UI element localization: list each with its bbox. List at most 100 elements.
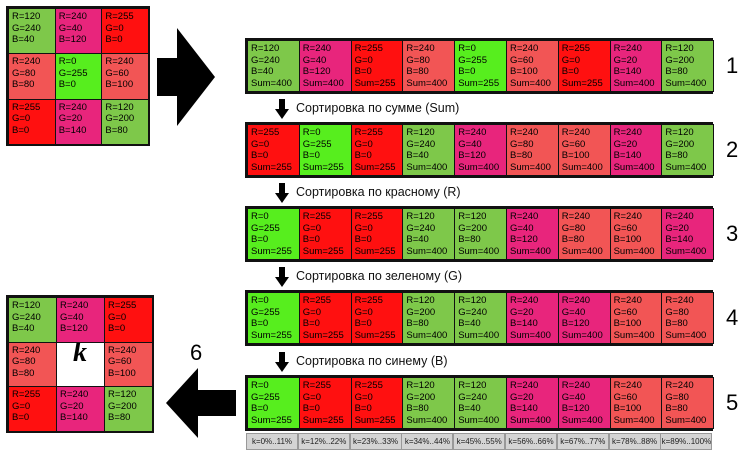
cell-line: B=0	[354, 234, 372, 245]
cell-line: B=140	[58, 124, 87, 136]
result-cell: R=240 G=60 B=100	[104, 341, 153, 388]
cell-line: B=80	[108, 412, 131, 424]
cell-line: R=255	[561, 43, 591, 54]
row-cell: R=240 G=60 B=100 Sum=400	[609, 292, 663, 344]
cell-line: Sum=400	[665, 329, 707, 341]
cell-line: B=80	[12, 79, 35, 91]
cell-line: G=240	[406, 222, 436, 234]
row-cell: R=0 G=255 B=0 Sum=255	[247, 292, 300, 344]
cell-line: R=255	[302, 295, 332, 306]
cell-line: G=20	[613, 138, 638, 150]
cell-line: G=200	[105, 113, 135, 125]
row-cell: R=240 G=20 B=140 Sum=400	[609, 40, 663, 92]
cell-line: Sum=400	[510, 329, 551, 341]
cell-line: B=100	[613, 318, 642, 329]
cell-line: R=255	[302, 380, 332, 391]
cell-line: R=240	[105, 56, 134, 68]
cell-line: G=200	[108, 400, 137, 412]
cell-line: Sum=400	[406, 77, 448, 89]
cell-line: G=200	[458, 222, 487, 234]
cell-line: G=255	[251, 391, 280, 403]
row-cell: R=240 G=80 B=80 Sum=400	[506, 124, 559, 176]
cell-line: B=140	[510, 318, 538, 329]
cell-line: R=240	[613, 127, 642, 138]
cell-line: G=20	[58, 113, 83, 125]
cell-line: B=0	[354, 66, 372, 77]
cell-line: Sum=400	[613, 329, 655, 341]
cell-line: B=80	[665, 403, 688, 414]
cell-line: B=0	[302, 318, 320, 329]
row-cell: R=120 G=240 B=40 Sum=400	[247, 40, 300, 92]
cell-line: G=240	[458, 391, 487, 403]
row-cell: R=240 G=80 B=80 Sum=400	[661, 292, 715, 344]
row-cell: R=120 G=240 B=40 Sum=400	[402, 124, 456, 176]
cell-line: R=240	[12, 56, 41, 68]
cell-line: R=240	[613, 43, 642, 54]
cell-line: R=255	[12, 101, 41, 113]
cell-line: Sum=400	[458, 245, 500, 257]
row-cell: R=240 G=20 B=140 Sum=400	[506, 292, 559, 344]
cell-line: Sum=255	[302, 245, 344, 257]
cell-line: Sum=255	[251, 414, 292, 426]
cell-line: G=60	[613, 391, 638, 403]
cell-line: Sum=255	[458, 77, 500, 89]
cell-line: R=240	[510, 211, 539, 222]
arrow-left-icon	[166, 368, 236, 438]
row-cell: R=255 G=0 B=0 Sum=255	[350, 377, 404, 429]
row-number: 5	[726, 390, 739, 415]
cell-line: R=240	[665, 380, 694, 391]
cell-line: G=0	[354, 54, 373, 66]
cell-line: B=0	[302, 403, 320, 414]
cell-line: B=100	[510, 66, 538, 77]
cell-line: G=0	[105, 22, 124, 34]
row-cell: R=240 G=60 B=100 Sum=400	[557, 124, 611, 176]
row-cell: R=255 G=0 B=0 Sum=255	[298, 377, 352, 429]
row-cell: R=120 G=240 B=40 Sum=400	[454, 377, 507, 429]
cell-line: B=0	[354, 150, 372, 161]
cell-line: Sum=400	[561, 161, 603, 173]
source-cell: R=240 G=40 B=120	[54, 8, 103, 55]
cell-line: B=120	[302, 66, 331, 77]
cell-line: B=40	[251, 66, 274, 77]
cell-line: G=40	[458, 138, 482, 150]
cell-line: G=20	[510, 391, 534, 403]
cell-line: R=240	[406, 43, 435, 54]
down-arrow-icon	[275, 267, 289, 287]
cell-line: B=100	[108, 367, 136, 379]
cell-line: B=40	[406, 234, 429, 245]
row-number: 3	[726, 221, 739, 246]
source-cell: R=240 G=60 B=100	[101, 53, 150, 100]
k-label: k	[73, 341, 87, 368]
cell-line: Sum=255	[251, 245, 292, 257]
cell-line: R=120	[251, 43, 280, 54]
cell-line: B=120	[561, 318, 590, 329]
cell-line: G=200	[665, 138, 695, 150]
sorted-row-4: R=0 G=255 B=0 Sum=255 R=255 G=0 B=0 Sum=255 R=25…	[245, 290, 715, 346]
cell-line: R=255	[251, 127, 280, 138]
k-range-label: k=34%..44%	[401, 433, 454, 450]
source-cell: R=0 G=255 B=0	[54, 53, 103, 100]
step-number-6: 6	[190, 340, 203, 365]
cell-line: R=240	[60, 389, 89, 401]
k-range-label: k=12%..22%	[297, 433, 350, 450]
source-grid: R=120 G=240 B=40 R=240 G=40 B=120 R=255 G=0 B=0 R…	[6, 6, 150, 146]
cell-line: B=100	[613, 403, 642, 414]
row-cell: R=0 G=255 B=0 Sum=255	[298, 124, 352, 176]
result-cell: R=120 G=200 B=80	[104, 386, 153, 433]
cell-line: R=240	[60, 300, 89, 311]
row-cell: R=120 G=200 B=80 Sum=400	[661, 124, 715, 176]
k-range-label: k=78%..88%	[608, 433, 661, 450]
k-range-label: k=0%..11%	[246, 433, 298, 450]
cell-line: R=120	[406, 295, 435, 306]
cell-line: R=120	[12, 11, 41, 22]
cell-line: R=255	[354, 127, 383, 138]
row-cell: R=120 G=240 B=40 Sum=400	[454, 292, 507, 344]
cell-line: Sum=400	[665, 77, 707, 89]
down-arrow-icon	[275, 183, 289, 203]
cell-line: Sum=255	[302, 329, 344, 341]
cell-line: B=0	[458, 66, 476, 77]
row-cell: R=240 G=40 B=120 Sum=400	[557, 377, 611, 429]
cell-line: R=0	[58, 56, 77, 68]
cell-line: G=240	[12, 22, 41, 34]
center-k-cell: k	[56, 341, 105, 388]
